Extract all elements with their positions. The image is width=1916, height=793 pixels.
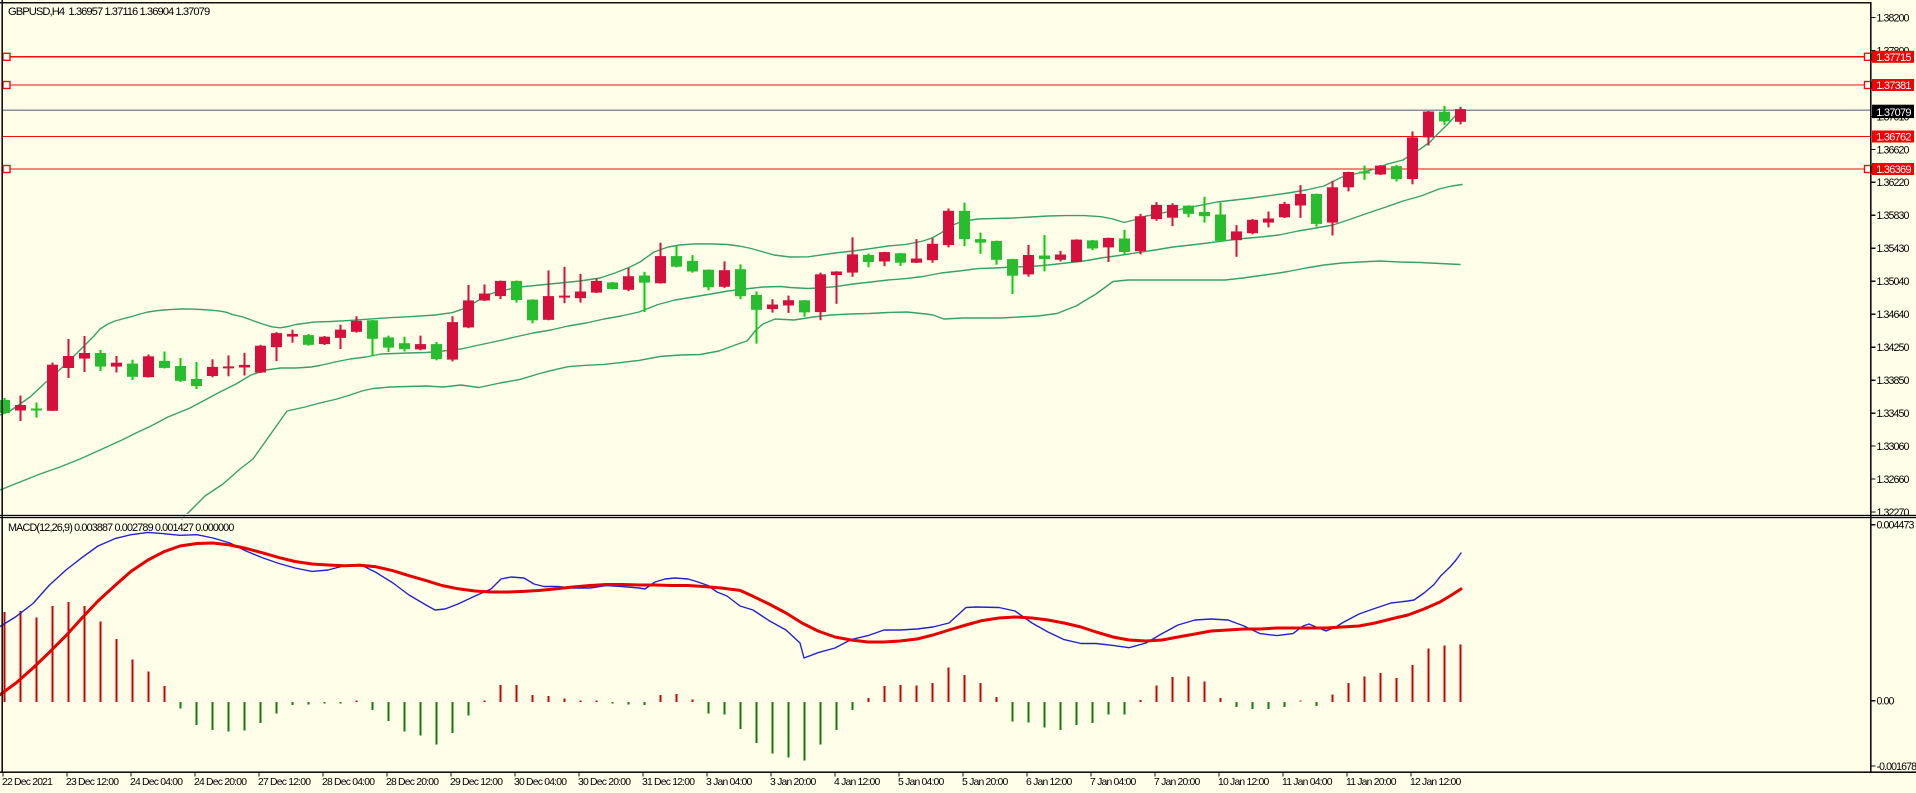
svg-text:7 Jan 04:00: 7 Jan 04:00 bbox=[1090, 777, 1137, 788]
svg-text:24 Dec 04:00: 24 Dec 04:00 bbox=[130, 777, 183, 788]
svg-text:1.32270: 1.32270 bbox=[1877, 507, 1910, 519]
svg-text:1.35830: 1.35830 bbox=[1877, 210, 1910, 222]
svg-text:1.34250: 1.34250 bbox=[1877, 342, 1910, 354]
svg-text:1.37381: 1.37381 bbox=[1876, 80, 1911, 92]
svg-text:1.37079: 1.37079 bbox=[1876, 107, 1911, 119]
svg-text:1.36220: 1.36220 bbox=[1877, 177, 1910, 189]
svg-text:1.35040: 1.35040 bbox=[1877, 276, 1910, 288]
svg-text:1.35430: 1.35430 bbox=[1877, 243, 1910, 255]
svg-text:28 Dec 04:00: 28 Dec 04:00 bbox=[322, 777, 375, 788]
svg-text:30 Dec 20:00: 30 Dec 20:00 bbox=[578, 777, 631, 788]
svg-text:1.36620: 1.36620 bbox=[1877, 144, 1910, 156]
svg-text:1.33850: 1.33850 bbox=[1877, 375, 1910, 387]
svg-text:22 Dec 2021: 22 Dec 2021 bbox=[2, 777, 53, 788]
svg-text:3 Jan 20:00: 3 Jan 20:00 bbox=[770, 777, 817, 788]
svg-text:-0.001678: -0.001678 bbox=[1877, 761, 1916, 773]
svg-text:4 Jan 12:00: 4 Jan 12:00 bbox=[834, 777, 881, 788]
svg-text:1.32660: 1.32660 bbox=[1877, 474, 1910, 486]
svg-text:1.33060: 1.33060 bbox=[1877, 441, 1910, 453]
svg-text:23 Dec 12:00: 23 Dec 12:00 bbox=[66, 777, 119, 788]
svg-text:5 Jan 20:00: 5 Jan 20:00 bbox=[962, 777, 1009, 788]
svg-text:1.33450: 1.33450 bbox=[1877, 408, 1910, 420]
svg-text:GBPUSD,H4 1.36957 1.37116 1.3: GBPUSD,H4 1.36957 1.37116 1.36904 1.3707… bbox=[8, 6, 210, 18]
svg-text:0.00: 0.00 bbox=[1877, 696, 1895, 708]
svg-text:7 Jan 20:00: 7 Jan 20:00 bbox=[1154, 777, 1201, 788]
svg-text:1.34640: 1.34640 bbox=[1877, 309, 1910, 321]
svg-text:24 Dec 20:00: 24 Dec 20:00 bbox=[194, 777, 247, 788]
svg-text:31 Dec 12:00: 31 Dec 12:00 bbox=[642, 777, 695, 788]
svg-text:5 Jan 04:00: 5 Jan 04:00 bbox=[898, 777, 945, 788]
svg-text:11 Jan 04:00: 11 Jan 04:00 bbox=[1282, 777, 1333, 788]
svg-text:MACD(12,26,9) 0.003887 0.00278: MACD(12,26,9) 0.003887 0.002789 0.001427… bbox=[8, 522, 234, 534]
svg-text:6 Jan 12:00: 6 Jan 12:00 bbox=[1026, 777, 1073, 788]
svg-text:11 Jan 20:00: 11 Jan 20:00 bbox=[1346, 777, 1397, 788]
svg-text:30 Dec 04:00: 30 Dec 04:00 bbox=[514, 777, 567, 788]
svg-text:1.37715: 1.37715 bbox=[1876, 52, 1911, 64]
svg-text:1.38200: 1.38200 bbox=[1877, 12, 1910, 24]
svg-text:0.004473: 0.004473 bbox=[1877, 520, 1915, 532]
svg-text:3 Jan 04:00: 3 Jan 04:00 bbox=[706, 777, 753, 788]
svg-text:29 Dec 12:00: 29 Dec 12:00 bbox=[450, 777, 503, 788]
svg-text:27 Dec 12:00: 27 Dec 12:00 bbox=[258, 777, 311, 788]
svg-text:10 Jan 12:00: 10 Jan 12:00 bbox=[1218, 777, 1270, 788]
svg-text:12 Jan 12:00: 12 Jan 12:00 bbox=[1410, 777, 1462, 788]
svg-text:28 Dec 20:00: 28 Dec 20:00 bbox=[386, 777, 439, 788]
svg-text:1.36762: 1.36762 bbox=[1876, 132, 1911, 144]
svg-text:1.36369: 1.36369 bbox=[1876, 164, 1911, 176]
